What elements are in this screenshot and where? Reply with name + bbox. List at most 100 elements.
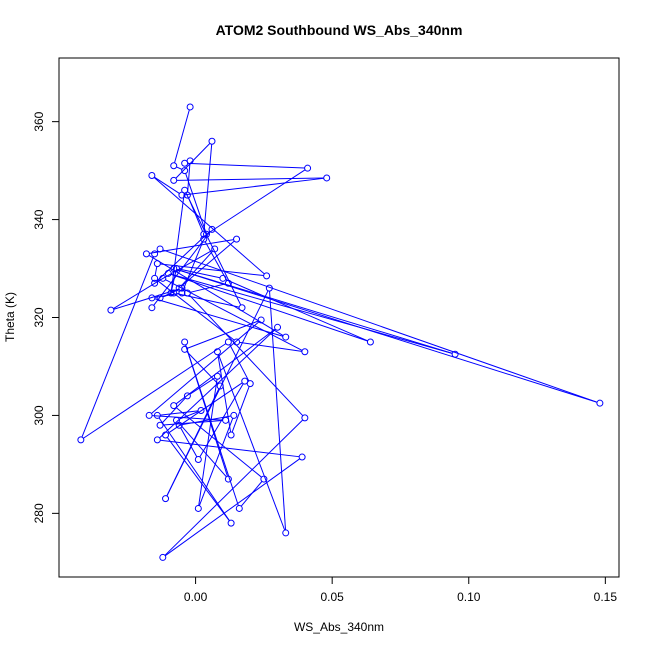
data-point xyxy=(224,475,232,483)
series-line-segment xyxy=(176,166,183,170)
data-point xyxy=(301,414,309,422)
data-point xyxy=(241,377,249,385)
data-point xyxy=(77,436,85,444)
series-line-segment xyxy=(113,279,161,310)
series-line-segment xyxy=(189,377,216,395)
data-point xyxy=(222,416,230,424)
data-point xyxy=(164,269,172,277)
data-point xyxy=(194,504,202,512)
series-line-segment xyxy=(176,177,324,181)
data-point xyxy=(233,338,241,346)
data-point xyxy=(596,399,604,407)
data-point xyxy=(159,553,167,561)
series-line-segment xyxy=(160,439,300,458)
data-point xyxy=(274,323,282,331)
data-point xyxy=(167,289,175,297)
data-point xyxy=(298,453,306,461)
x-axis: 0.00 0.05 0.10 0.15 xyxy=(184,576,617,604)
series-line-segment xyxy=(184,177,324,196)
data-point xyxy=(145,411,153,419)
data-point xyxy=(257,316,265,324)
data-point xyxy=(366,338,374,346)
y-tick-label: 280 xyxy=(32,503,46,523)
data-point xyxy=(213,372,221,380)
series-line-segment xyxy=(154,293,180,298)
series-line-segment xyxy=(170,273,368,342)
series-line-segment xyxy=(151,321,260,414)
x-tick-label: 0.05 xyxy=(320,590,344,604)
data-point xyxy=(213,348,221,356)
data-point xyxy=(197,407,205,415)
data-point xyxy=(175,284,183,292)
y-tick-label: 320 xyxy=(32,307,46,327)
data-point xyxy=(227,519,235,527)
data-point xyxy=(238,304,246,312)
series-line-segment xyxy=(239,341,302,352)
series-line-segment xyxy=(185,344,239,506)
series-line-segment xyxy=(154,298,283,337)
data-point xyxy=(153,436,161,444)
series-line-segment xyxy=(161,397,186,424)
data-point xyxy=(170,176,178,184)
data-point xyxy=(170,265,178,273)
series-line-segment xyxy=(204,241,228,281)
series-line-segment xyxy=(218,354,286,531)
data-point xyxy=(151,279,159,287)
series-line-segment xyxy=(208,169,306,234)
x-axis-title: WS_Abs_340nm xyxy=(294,620,384,634)
series-line-segment xyxy=(83,343,227,439)
y-tick-label: 360 xyxy=(32,111,46,131)
y-tick-label: 340 xyxy=(32,209,46,229)
data-point xyxy=(156,421,164,429)
series-line-segment xyxy=(153,177,265,275)
series-line-segment xyxy=(156,250,213,283)
series-line-segment xyxy=(160,410,199,416)
series-line-segment xyxy=(176,268,453,354)
data-point xyxy=(323,174,331,182)
data-point xyxy=(178,284,186,292)
data-point xyxy=(282,333,290,341)
data-point xyxy=(219,274,227,282)
data-point xyxy=(159,274,167,282)
chart-title: ATOM2 Southbound WS_Abs_340nm xyxy=(216,22,463,38)
data-point xyxy=(186,157,194,165)
series-line-segment xyxy=(181,240,235,287)
data-point xyxy=(170,162,178,170)
series-line-segment xyxy=(187,162,305,169)
series-line-segment xyxy=(164,419,304,556)
data-point xyxy=(301,348,309,356)
data-point xyxy=(151,250,159,258)
x-tick-label: 0.00 xyxy=(184,590,208,604)
data-point xyxy=(208,137,216,145)
data-point xyxy=(142,250,150,258)
data-point xyxy=(170,402,178,410)
data-point xyxy=(208,225,216,233)
data-point xyxy=(183,392,191,400)
data-point xyxy=(148,304,156,312)
series-line-segment xyxy=(154,176,180,194)
data-point xyxy=(260,475,268,483)
series-line-segment xyxy=(179,411,199,420)
series-line-segment xyxy=(174,109,190,163)
series-line-segment xyxy=(175,328,276,405)
data-point xyxy=(216,382,224,390)
series-line-segment xyxy=(162,249,598,403)
data-point xyxy=(153,260,161,268)
series-line-segment xyxy=(178,422,227,478)
series-lines xyxy=(81,109,598,557)
series-line-segment xyxy=(189,294,304,417)
series-line-segment xyxy=(185,173,207,232)
data-point xyxy=(153,411,161,419)
data-point xyxy=(156,294,164,302)
series-line-segment xyxy=(198,418,234,506)
series-line-segment xyxy=(166,388,220,497)
data-point xyxy=(181,186,189,194)
series-line-segment xyxy=(176,268,598,403)
series-line-segment xyxy=(187,163,191,193)
series-line-segment xyxy=(175,407,262,478)
data-point xyxy=(200,230,208,238)
series-line-segment xyxy=(149,239,234,254)
data-point xyxy=(162,431,170,439)
